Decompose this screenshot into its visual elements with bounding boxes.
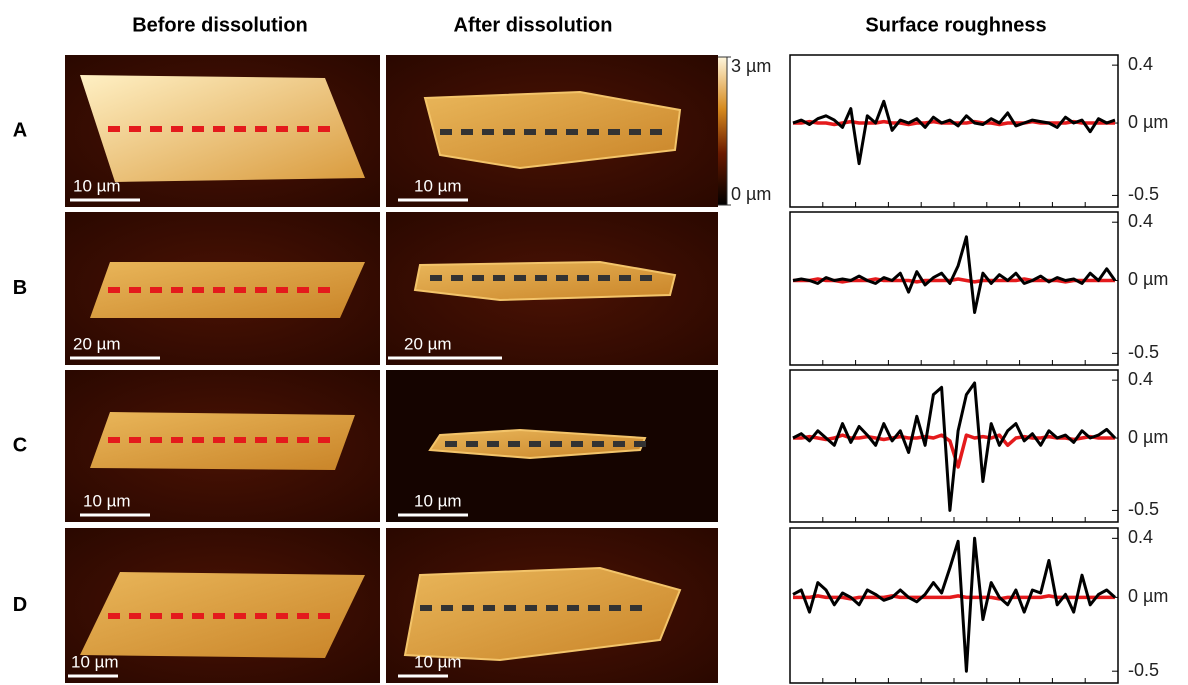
y-tick-label: 0 µm	[1128, 112, 1168, 132]
scale-label: 10 µm	[71, 652, 119, 671]
y-tick-label: -0.5	[1128, 184, 1159, 204]
y-tick-label: 0 µm	[1128, 586, 1168, 606]
scale-label: 20 µm	[404, 334, 452, 353]
y-tick-label: 0.4	[1128, 54, 1153, 74]
plot-frame	[789, 54, 1119, 208]
scale-label: 10 µm	[83, 491, 131, 510]
profile-trace	[792, 235, 1117, 314]
y-tick-label: -0.5	[1128, 499, 1159, 519]
column-title: After dissolution	[454, 14, 613, 36]
column-title: Before dissolution	[132, 14, 308, 36]
y-tick-label: 0 µm	[1128, 269, 1168, 289]
profile-trace	[792, 536, 1116, 673]
plot-frame	[789, 369, 1119, 523]
column-title: Surface roughness	[865, 14, 1046, 36]
crystal	[90, 262, 365, 318]
scale-label: 10 µm	[414, 652, 462, 671]
y-tick-label: -0.5	[1128, 660, 1159, 680]
colorbar-label: 0 µm	[731, 184, 771, 204]
colorbar-label: 3 µm	[731, 56, 771, 76]
scale-label: 10 µm	[414, 176, 462, 195]
crystal	[403, 566, 682, 662]
row-label: B	[13, 277, 27, 299]
y-tick-label: 0 µm	[1128, 427, 1168, 447]
row-label: A	[13, 119, 27, 141]
y-tick-label: -0.5	[1128, 342, 1159, 362]
scale-label: 10 µm	[414, 491, 462, 510]
row-label: C	[13, 434, 27, 456]
row-label: D	[13, 594, 27, 616]
y-tick-label: 0.4	[1128, 211, 1153, 231]
y-tick-label: 0.4	[1128, 369, 1153, 389]
plot-frame	[789, 211, 1119, 366]
profile-trace	[792, 99, 1116, 166]
profile-trace	[792, 381, 1117, 512]
scale-label: 10 µm	[73, 176, 121, 195]
scale-label: 20 µm	[73, 334, 121, 353]
y-tick-label: 0.4	[1128, 527, 1153, 547]
